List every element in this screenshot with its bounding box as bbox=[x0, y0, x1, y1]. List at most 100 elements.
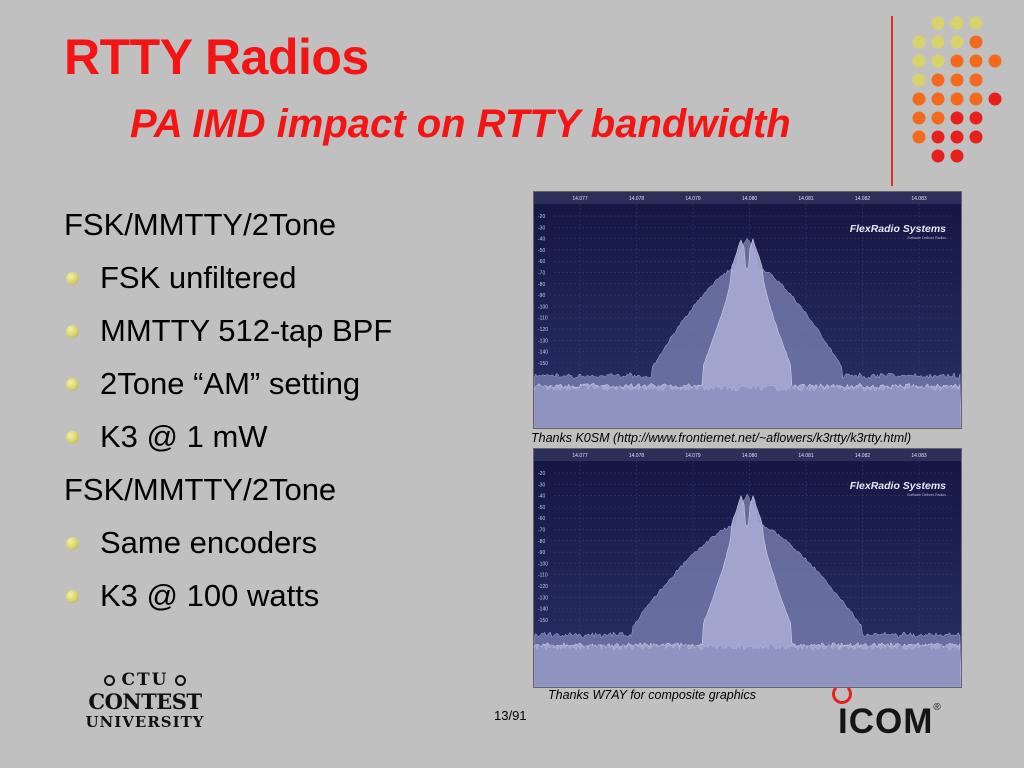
db-tick-label: -30 bbox=[538, 482, 545, 488]
bullet-item: Same encoders bbox=[64, 516, 524, 569]
db-tick-label: -150 bbox=[538, 618, 548, 624]
freq-tick-label: 14.078 bbox=[629, 196, 645, 202]
bullet-item: MMTTY 512-tap BPF bbox=[64, 304, 524, 357]
spectrum-display-1: -20 -30 -40 -50 -60 -70 -80 -90 -100 -110 -120 -130… bbox=[533, 191, 962, 429]
decorative-dot bbox=[950, 111, 964, 125]
db-tick-label: -150 bbox=[538, 361, 548, 367]
decorative-dot bbox=[912, 54, 926, 68]
db-tick-label: -30 bbox=[538, 225, 545, 231]
spectrum-plot-1: -20 -30 -40 -50 -60 -70 -80 -90 -100 -110 -120 -130… bbox=[534, 192, 961, 428]
decorative-dot bbox=[988, 92, 1002, 106]
db-tick-label: -20 bbox=[538, 471, 545, 477]
slide-title: RTTY Radios bbox=[64, 29, 369, 85]
db-tick-label: -140 bbox=[538, 607, 548, 613]
db-tick-label: -70 bbox=[538, 271, 545, 277]
decorative-dot bbox=[912, 111, 926, 125]
decorative-dot bbox=[912, 73, 926, 87]
freq-bar bbox=[534, 192, 961, 204]
db-tick-label: -70 bbox=[538, 528, 545, 534]
decorative-dot bbox=[931, 54, 945, 68]
bullet-item: K3 @ 1 mW bbox=[64, 410, 524, 463]
brand-text: FlexRadio Systems bbox=[850, 223, 946, 235]
db-tick-label: -110 bbox=[538, 573, 548, 579]
db-tick-label: -120 bbox=[538, 584, 548, 590]
db-tick-label: -120 bbox=[538, 327, 548, 333]
freq-tick-label: 14.081 bbox=[798, 196, 814, 202]
db-tick-label: -90 bbox=[538, 550, 545, 556]
freq-bar bbox=[534, 449, 961, 461]
decorative-dot bbox=[988, 54, 1002, 68]
ctu-university-text: UNIVERSITY bbox=[85, 713, 205, 731]
spectrum-caption-1: Thanks K0SM (http://www.frontiernet.net/… bbox=[531, 431, 912, 445]
spectrum-caption-2: Thanks W7AY for composite graphics bbox=[548, 688, 756, 702]
db-tick-label: -80 bbox=[538, 539, 545, 545]
decorative-dot bbox=[950, 35, 964, 49]
decorative-dot bbox=[969, 35, 983, 49]
decorative-dot bbox=[950, 16, 964, 30]
bullet-item: K3 @ 100 watts bbox=[64, 569, 524, 622]
freq-tick-label: 14.080 bbox=[742, 196, 758, 202]
brand-tagline: Software Defined Radios bbox=[907, 493, 946, 497]
freq-tick-label: 14.083 bbox=[911, 196, 927, 202]
narrow-spectrum-trace bbox=[534, 237, 961, 428]
decorative-dot bbox=[950, 149, 964, 163]
freq-tick-label: 14.082 bbox=[855, 453, 871, 459]
db-tick-label: -40 bbox=[538, 237, 545, 243]
decorative-dot bbox=[931, 35, 945, 49]
db-tick-label: -20 bbox=[538, 214, 545, 220]
group-heading-2: FSK/MMTTY/2Tone bbox=[64, 472, 337, 507]
db-tick-label: -60 bbox=[538, 259, 545, 265]
db-tick-label: -90 bbox=[538, 293, 545, 299]
axis-labels: -20 -30 -40 -50 -60 -70 -80 -90 -100 -110 -120 -130… bbox=[538, 453, 927, 624]
ctu-contest-text: CONTEST bbox=[88, 689, 202, 714]
decorative-dot bbox=[950, 73, 964, 87]
db-tick-label: -60 bbox=[538, 516, 545, 522]
decorative-dot bbox=[969, 16, 983, 30]
decorative-dot bbox=[931, 73, 945, 87]
freq-tick-label: 14.083 bbox=[911, 453, 927, 459]
icom-logo: ICOM® bbox=[838, 702, 942, 741]
decorative-dot-grid bbox=[912, 16, 1002, 163]
db-tick-label: -40 bbox=[538, 494, 545, 500]
db-tick-label: -110 bbox=[538, 316, 548, 322]
freq-tick-label: 14.078 bbox=[629, 453, 645, 459]
decorative-dot bbox=[950, 130, 964, 144]
contest-university-logo: CTU CONTEST UNIVERSITY bbox=[78, 670, 212, 742]
db-tick-label: -130 bbox=[538, 338, 548, 344]
decorative-dot bbox=[931, 111, 945, 125]
freq-tick-label: 14.077 bbox=[572, 453, 588, 459]
freq-tick-label: 14.082 bbox=[855, 196, 871, 202]
brand-text: FlexRadio Systems bbox=[850, 480, 946, 492]
flexradio-brand: FlexRadio Systems Software Defined Radio… bbox=[850, 223, 947, 240]
brand-tagline: Software Defined Radios bbox=[907, 236, 946, 240]
decorative-dot bbox=[912, 35, 926, 49]
freq-tick-label: 14.079 bbox=[685, 453, 701, 459]
axis-labels: -20 -30 -40 -50 -60 -70 -80 -90 -100 -110 -120 -130… bbox=[538, 196, 927, 367]
db-tick-label: -50 bbox=[538, 248, 545, 254]
bullet-item: 2Tone “AM” setting bbox=[64, 357, 524, 410]
ctu-badge: CTU bbox=[78, 670, 212, 690]
freq-tick-label: 14.077 bbox=[572, 196, 588, 202]
decorative-dot bbox=[950, 54, 964, 68]
decorative-dot bbox=[931, 92, 945, 106]
decorative-dot bbox=[931, 16, 945, 30]
decorative-dot bbox=[950, 92, 964, 106]
slide-body: FSK/MMTTY/2Tone FSK unfiltered MMTTY 512… bbox=[64, 198, 524, 622]
bullet-item: FSK unfiltered bbox=[64, 251, 524, 304]
db-tick-label: -80 bbox=[538, 282, 545, 288]
noise-floor-trace bbox=[534, 384, 961, 428]
decorative-dot bbox=[969, 73, 983, 87]
title-divider-line bbox=[891, 16, 893, 186]
spectrum-display-2: -20 -30 -40 -50 -60 -70 -80 -90 -100 -110 -120 -130… bbox=[533, 448, 962, 688]
freq-tick-label: 14.079 bbox=[685, 196, 701, 202]
db-tick-label: -130 bbox=[538, 595, 548, 601]
spectrum-plot-2: -20 -30 -40 -50 -60 -70 -80 -90 -100 -110 -120 -130… bbox=[534, 449, 961, 687]
decorative-dot bbox=[969, 92, 983, 106]
icom-ring-icon bbox=[832, 684, 852, 704]
group-heading-1: FSK/MMTTY/2Tone bbox=[64, 207, 337, 242]
noise-floor-trace bbox=[534, 643, 961, 687]
slide-subtitle: PA IMD impact on RTTY bandwidth bbox=[130, 102, 791, 146]
page-number: 13/91 bbox=[494, 708, 527, 723]
freq-tick-label: 14.081 bbox=[798, 453, 814, 459]
db-tick-label: -140 bbox=[538, 350, 548, 356]
